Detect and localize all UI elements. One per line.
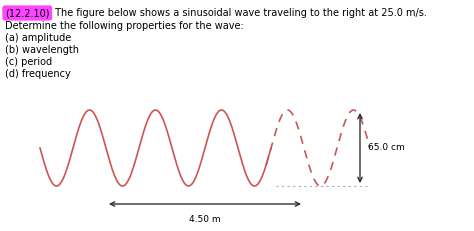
Text: (a) amplitude: (a) amplitude	[5, 33, 71, 43]
Text: 4.50 m: 4.50 m	[189, 215, 221, 224]
Text: The figure below shows a sinusoidal wave traveling to the right at 25.0 m/s.: The figure below shows a sinusoidal wave…	[52, 8, 427, 18]
Text: Determine the following properties for the wave:: Determine the following properties for t…	[5, 21, 244, 31]
Text: (12.2.10): (12.2.10)	[5, 8, 49, 18]
Text: (b) wavelength: (b) wavelength	[5, 45, 79, 55]
Text: (d) frequency: (d) frequency	[5, 69, 71, 79]
Text: 65.0 cm: 65.0 cm	[368, 143, 405, 152]
Text: (c) period: (c) period	[5, 57, 52, 67]
